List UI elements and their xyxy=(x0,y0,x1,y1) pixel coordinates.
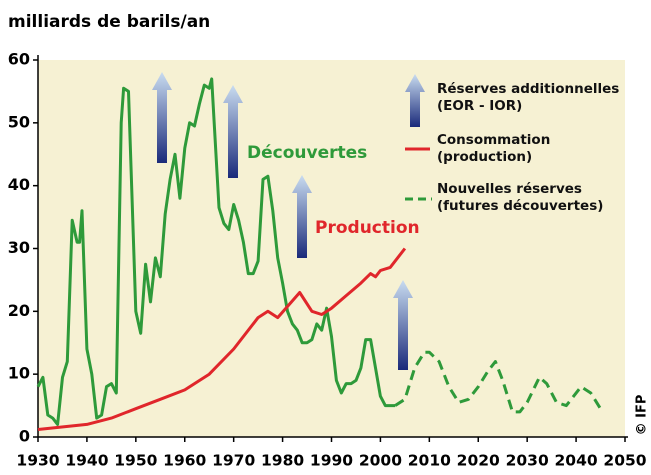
reserve-arrows xyxy=(152,72,425,370)
x-tick-label: 2010 xyxy=(408,452,451,470)
credit: © IFP xyxy=(635,395,650,436)
chart-title: milliards de barils/an xyxy=(8,12,210,32)
y-tick-label: 0 xyxy=(19,427,30,446)
y-tick-label: 30 xyxy=(8,238,30,257)
arrow xyxy=(292,175,312,258)
arrow xyxy=(223,85,243,178)
y-tick-label: 60 xyxy=(8,50,30,69)
y-tick-label: 20 xyxy=(8,301,30,320)
x-tick-label: 1950 xyxy=(114,452,157,470)
arrow xyxy=(393,280,413,370)
x-tick-label: 2050 xyxy=(603,452,646,470)
x-tick-label: 2020 xyxy=(457,452,500,470)
x-tick-label: 1940 xyxy=(65,452,108,470)
arrow xyxy=(152,72,172,163)
legend-entry: Réserves additionnelles (EOR - IOR) xyxy=(437,81,620,114)
annotation: Découvertes xyxy=(247,143,367,163)
legend-entry: Consommation (production) xyxy=(437,132,551,165)
x-tick-label: 1960 xyxy=(163,452,206,470)
x-tick-label: 1930 xyxy=(16,452,59,470)
x-tick-label: 1970 xyxy=(212,452,255,470)
x-tick-label: 1990 xyxy=(310,452,353,470)
y-tick-label: 50 xyxy=(8,112,30,131)
legend-entry: Nouvelles réserves (futures découvertes) xyxy=(437,181,604,214)
y-tick-label: 40 xyxy=(8,175,30,194)
x-tick-label: 1980 xyxy=(261,452,304,470)
series-line xyxy=(37,247,407,431)
x-tick-label: 2000 xyxy=(359,452,402,470)
y-tick-label: 10 xyxy=(8,364,30,383)
series-line xyxy=(36,77,396,426)
plot-background xyxy=(38,60,625,437)
x-tick-label: 2030 xyxy=(506,452,549,470)
x-tick-label: 2040 xyxy=(555,452,598,470)
series-line xyxy=(394,350,602,414)
legend-arrow xyxy=(405,74,425,127)
annotation: Production xyxy=(315,218,420,238)
